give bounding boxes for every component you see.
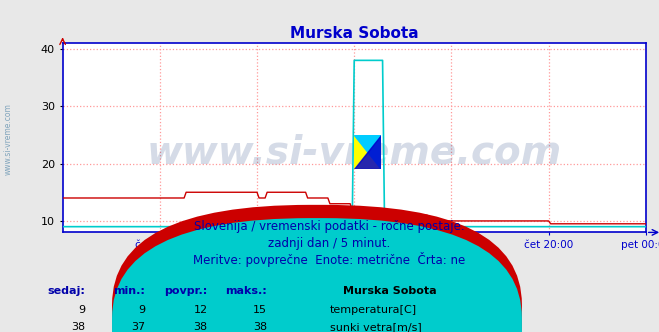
Text: 9: 9 [138,305,145,315]
Polygon shape [355,135,380,169]
Text: 9: 9 [78,305,86,315]
Text: 38: 38 [72,322,86,332]
Title: Murska Sobota: Murska Sobota [290,26,418,41]
Polygon shape [355,135,380,169]
Text: povpr.:: povpr.: [164,286,208,295]
Text: temperatura[C]: temperatura[C] [330,305,416,315]
Text: 38: 38 [194,322,208,332]
Text: Slovenija / vremenski podatki - ročne postaje.: Slovenija / vremenski podatki - ročne po… [194,220,465,233]
Polygon shape [355,135,380,169]
Text: www.si-vreme.com: www.si-vreme.com [146,134,562,172]
Text: www.si-vreme.com: www.si-vreme.com [3,104,13,175]
Text: zadnji dan / 5 minut.: zadnji dan / 5 minut. [268,237,391,250]
Text: 12: 12 [194,305,208,315]
Text: sedaj:: sedaj: [48,286,86,295]
Text: Murska Sobota: Murska Sobota [343,286,436,295]
Text: Meritve: povprečne  Enote: metrične  Črta: ne: Meritve: povprečne Enote: metrične Črta:… [193,252,466,267]
Text: 37: 37 [131,322,145,332]
Text: 15: 15 [253,305,267,315]
Text: min.:: min.: [113,286,145,295]
Text: sunki vetra[m/s]: sunki vetra[m/s] [330,322,421,332]
Text: maks.:: maks.: [225,286,267,295]
Text: 38: 38 [253,322,267,332]
